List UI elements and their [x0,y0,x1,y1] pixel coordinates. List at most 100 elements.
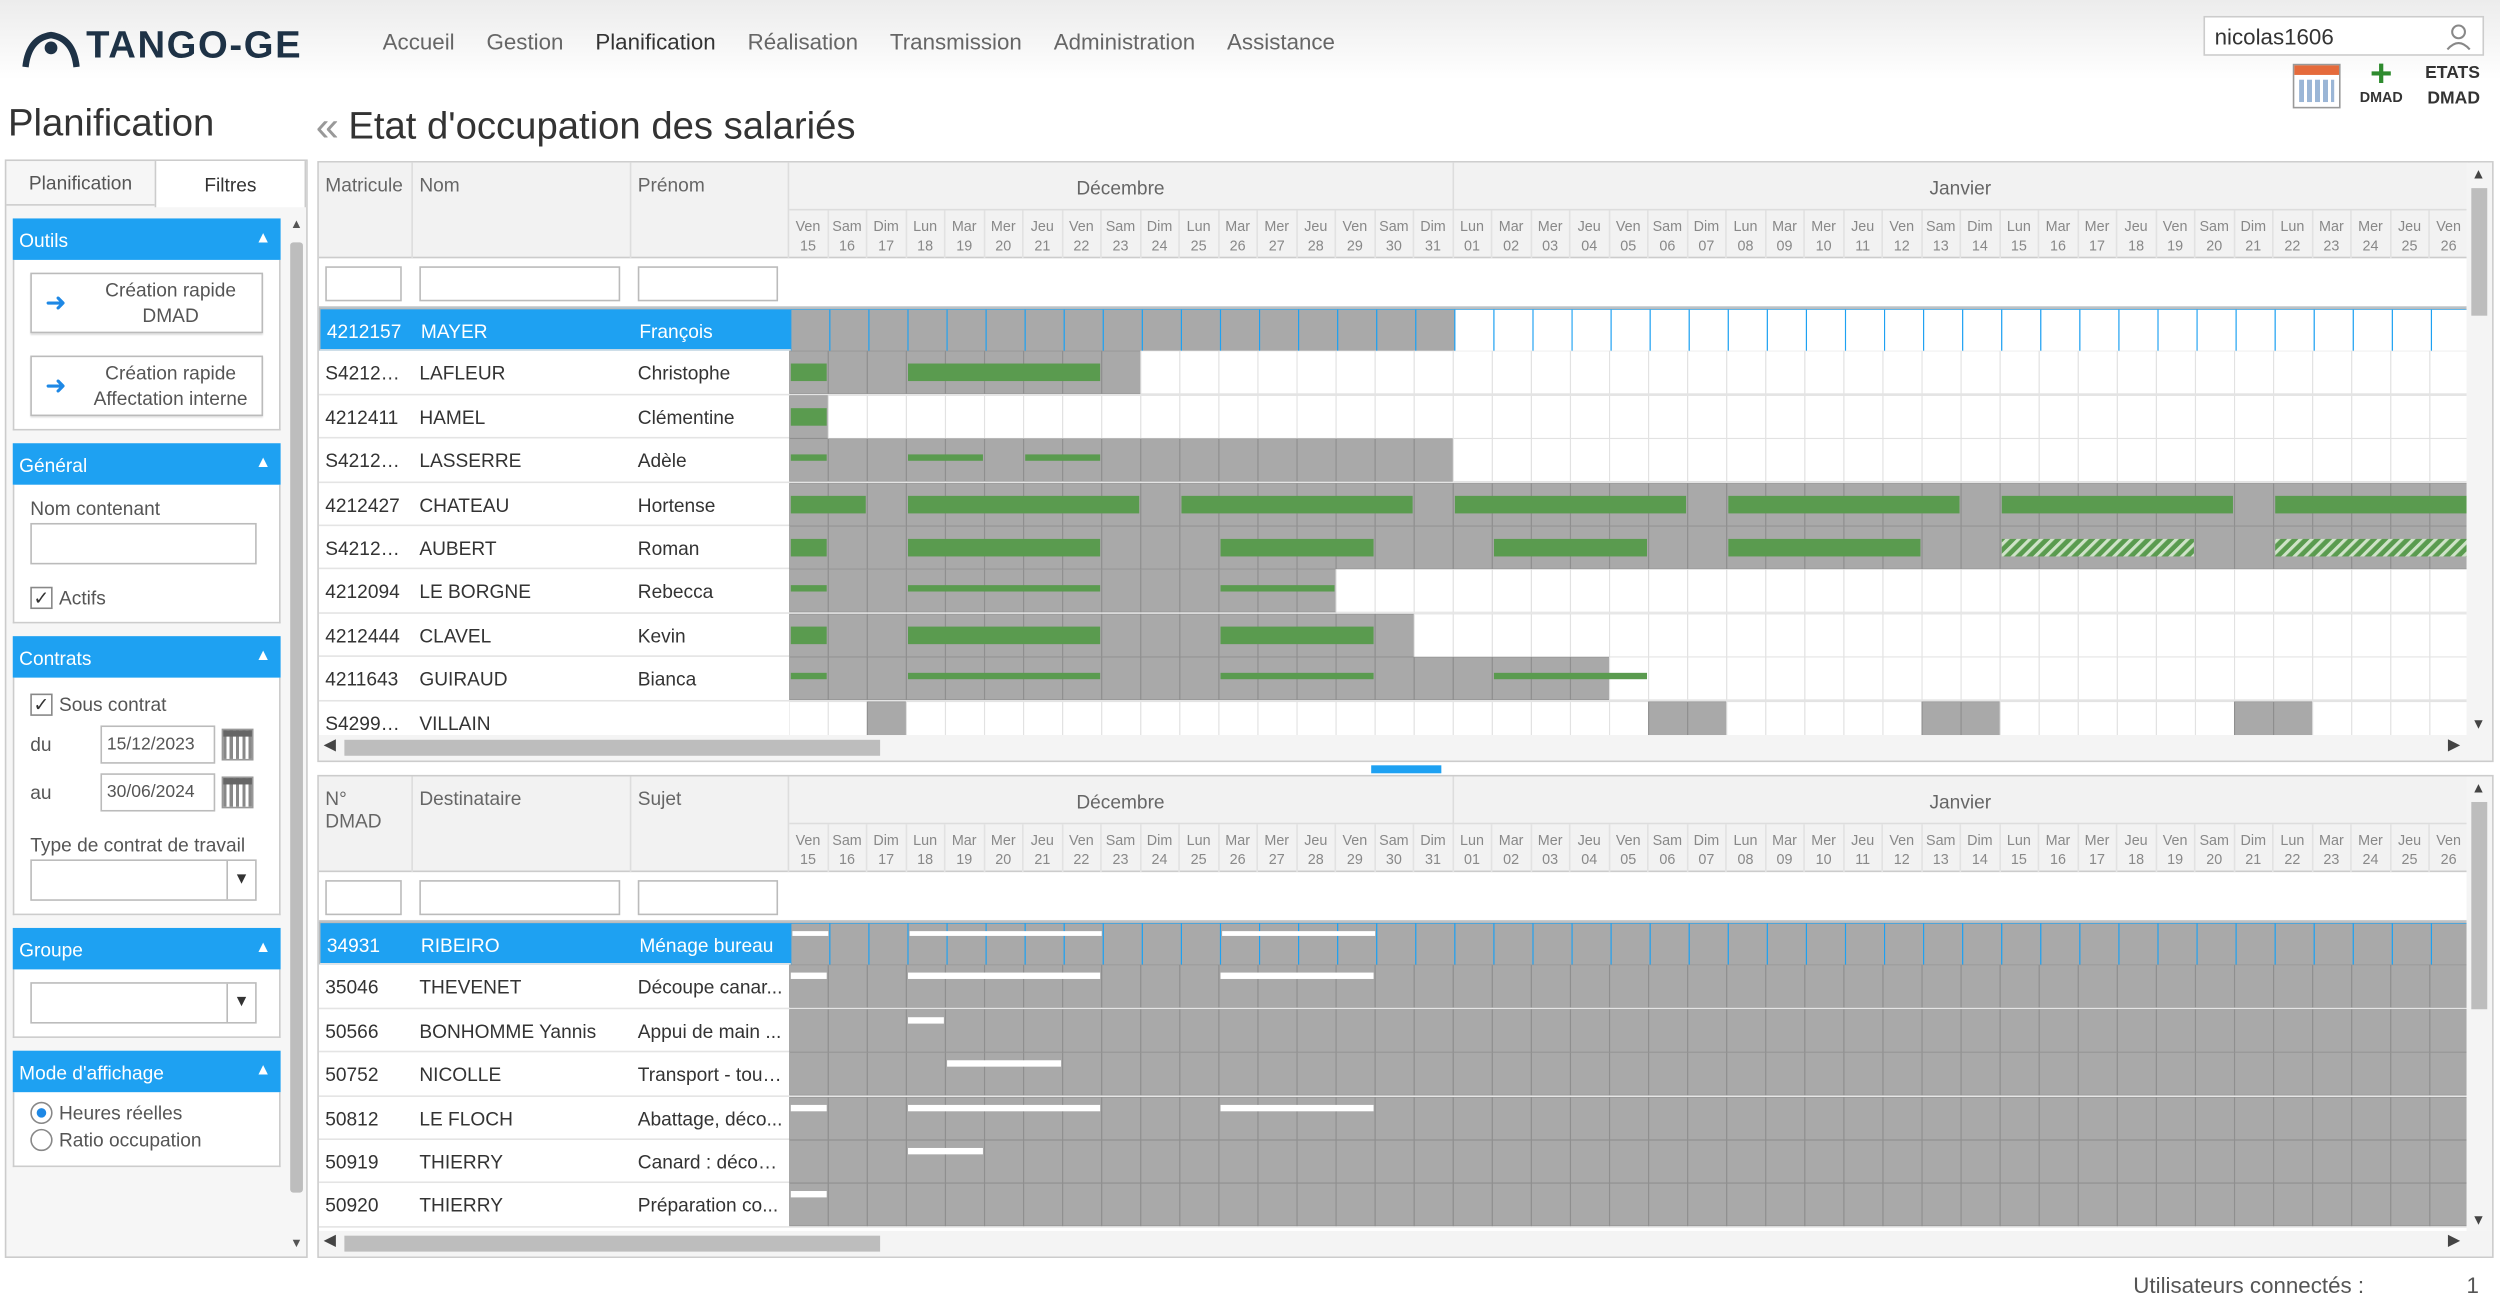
day-cell[interactable] [2429,569,2469,613]
occupation-bar[interactable] [908,1016,944,1024]
day-cell[interactable] [1648,965,1689,1009]
day-cell[interactable] [827,1139,868,1184]
day-cell[interactable] [1608,438,1650,482]
day-cell[interactable] [2351,965,2392,1009]
day-cell[interactable] [1374,1183,1415,1227]
day-cell[interactable] [1218,395,1259,439]
day-cell[interactable] [1960,1052,2001,1096]
day-cell[interactable] [2194,1008,2236,1052]
day-cell[interactable] [1413,438,1454,482]
day-cell[interactable] [1960,438,2001,482]
day-cell[interactable] [1219,309,1261,353]
day-cell[interactable] [1179,569,1220,613]
day-cell[interactable] [1726,351,1767,395]
day-cell[interactable] [1141,309,1183,353]
day-cell[interactable] [2116,1096,2157,1140]
day-cell[interactable] [1376,309,1417,353]
horizontal-scrollbar[interactable]: ◀ ▶ [318,1230,2493,1257]
day-cell[interactable] [2040,923,2081,967]
day-cell[interactable] [1493,923,1534,967]
day-cell[interactable] [2312,613,2353,657]
day-cell[interactable] [2194,569,2236,613]
day-cell[interactable] [1452,526,1493,570]
scroll-down-icon[interactable]: ▼ [290,1235,303,1251]
day-cell[interactable] [944,1183,986,1227]
day-cell[interactable] [944,1096,986,1140]
day-cell[interactable] [1687,395,1728,439]
table-row[interactable]: 4212427 CHATEAU Hortense [318,482,2469,527]
day-cell[interactable] [2194,526,2236,570]
day-cell[interactable] [1882,351,1923,395]
day-cell[interactable] [2196,309,2237,353]
day-cell[interactable] [1296,438,1337,482]
day-cell[interactable] [1804,613,1845,657]
day-cell[interactable] [1413,1183,1454,1227]
day-cell[interactable] [1726,965,1767,1009]
day-cell[interactable] [1102,309,1143,353]
day-cell[interactable] [827,1052,868,1096]
occupation-bar[interactable] [1181,495,1413,513]
day-cell[interactable] [2429,657,2469,701]
day-cell[interactable] [1765,569,1806,613]
nav-item-1[interactable]: Gestion [486,28,564,55]
column-filter-input[interactable] [419,266,621,302]
day-cell[interactable] [1765,395,1806,439]
sidebar-scrollbar[interactable]: ▲ ▼ [287,214,306,1254]
day-cell[interactable] [866,351,907,395]
day-cell[interactable] [2233,1139,2275,1184]
occupation-bar[interactable] [908,364,1101,382]
occupation-bar[interactable] [792,931,829,936]
day-cell[interactable] [2077,1096,2118,1140]
add-dmad-button[interactable]: + DMAD [2360,55,2403,105]
day-cell[interactable] [827,613,868,657]
column-header[interactable]: Sujet [631,776,790,873]
day-cell[interactable] [1298,923,1339,967]
day-cell[interactable] [1999,965,2040,1009]
day-cell[interactable] [983,1183,1025,1227]
day-cell[interactable] [983,1139,1025,1184]
day-cell[interactable] [1608,395,1650,439]
day-cell[interactable] [1765,1096,1806,1140]
user-field[interactable]: nicolas1606 [2203,15,2485,56]
day-cell[interactable] [1843,569,1884,613]
day-cell[interactable] [2038,569,2079,613]
day-cell[interactable] [2155,1183,2197,1227]
day-cell[interactable] [789,1139,829,1184]
day-cell[interactable] [2390,438,2431,482]
day-cell[interactable] [2194,657,2236,701]
day-cell[interactable] [1101,657,1142,701]
sous-contrat-checkbox[interactable]: ✓ Sous contrat [30,693,263,716]
day-cell[interactable] [983,1052,1025,1096]
day-cell[interactable] [2038,1008,2079,1052]
day-cell[interactable] [1023,1008,1064,1052]
day-cell[interactable] [1962,309,2003,353]
day-cell[interactable] [2233,351,2275,395]
day-cell[interactable] [1140,482,1181,526]
day-cell[interactable] [2390,1183,2431,1227]
day-cell[interactable] [2155,351,2197,395]
day-cell[interactable] [1374,438,1415,482]
day-cell[interactable] [1804,1183,1845,1227]
day-cell[interactable] [1921,1139,1962,1184]
day-cell[interactable] [866,1139,907,1184]
day-cell[interactable] [1257,965,1298,1009]
mode-heures-radio[interactable]: Heures réelles [30,1101,263,1125]
table-row[interactable]: 4212094 LE BORGNE Rebecca [318,569,2469,614]
day-cell[interactable] [2429,1139,2469,1184]
day-cell[interactable] [2351,613,2392,657]
day-cell[interactable] [2351,1183,2392,1227]
day-cell[interactable] [2312,1008,2353,1052]
occupation-bar[interactable] [1493,673,1648,680]
day-cell[interactable] [1415,309,1456,353]
day-cell[interactable] [1960,526,2001,570]
day-cell[interactable] [2118,923,2159,967]
scroll-down-icon[interactable]: ▼ [2471,1211,2486,1228]
day-cell[interactable] [2430,923,2471,967]
day-cell[interactable] [1687,569,1728,613]
day-cell[interactable] [1413,613,1454,657]
day-cell[interactable] [1569,569,1611,613]
day-cell[interactable] [1101,613,1142,657]
day-cell[interactable] [1687,657,1728,701]
table-row[interactable]: S4212461 AUBERT Roman [318,526,2469,570]
day-cell[interactable] [1023,395,1064,439]
